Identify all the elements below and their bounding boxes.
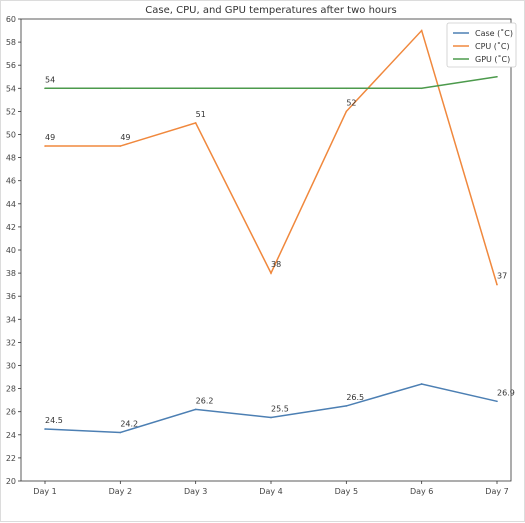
- y-tick-label: 44: [6, 200, 16, 209]
- legend: Case (˚C) CPU (˚C) GPU (˚C): [446, 22, 517, 68]
- y-tick-label: 30: [6, 362, 16, 371]
- y-tick-label: 22: [6, 454, 16, 463]
- y-tick-label: 20: [6, 477, 16, 486]
- data-point: [420, 87, 423, 90]
- y-tick-label: 52: [6, 107, 16, 116]
- legend-entry: GPU (˚C): [475, 54, 510, 64]
- data-point: [194, 408, 197, 411]
- data-point: [270, 87, 272, 90]
- data-label: 26.2: [196, 396, 214, 405]
- y-tick-label: 50: [6, 131, 16, 140]
- y-tick-label: 58: [6, 38, 16, 47]
- data-point: [119, 87, 122, 90]
- data-point: [345, 110, 348, 113]
- y-tick-label: 54: [6, 84, 16, 93]
- data-point: [119, 145, 122, 147]
- axes: 20 22 24 26 28 30 32 34 36 38 40 42 44 46 48 50 52 54 56 58…: [6, 15, 512, 496]
- data-label: 24.2: [120, 419, 138, 428]
- data-labels: 24.5 24.2 26.2 25.5 26.5 26.9 49 49 51 38 52 37 54: [45, 75, 515, 428]
- data-point: [496, 75, 498, 78]
- series-line: [45, 76, 498, 90]
- data-point: [345, 87, 348, 90]
- x-tick-label: Day 3: [184, 487, 207, 496]
- y-tick-label: 48: [6, 154, 16, 163]
- data-label: 49: [45, 133, 55, 142]
- x-tick-label: Day 6: [410, 487, 433, 496]
- data-label: 24.5: [45, 416, 63, 425]
- data-label: 26.5: [346, 393, 364, 402]
- data-label: 49: [120, 133, 130, 142]
- data-point: [194, 87, 197, 90]
- data-point: [270, 272, 272, 274]
- data-point: [119, 431, 122, 434]
- x-tick-label: Day 7: [485, 487, 508, 496]
- y-tick-label: 56: [6, 61, 16, 70]
- legend-box: [446, 22, 517, 68]
- data-point: [44, 428, 46, 430]
- data-point: [345, 405, 348, 407]
- legend-entry: CPU (˚C): [475, 41, 510, 51]
- legend-entry: Case (˚C): [475, 28, 513, 38]
- y-tick-label: 32: [6, 338, 16, 347]
- data-label: 54: [45, 75, 55, 84]
- y-tick-label: 60: [6, 15, 16, 24]
- data-point: [270, 416, 272, 419]
- data-point: [194, 122, 197, 124]
- y-tick-label: 46: [6, 177, 16, 186]
- data-label: 25.5: [271, 404, 289, 413]
- data-label: 51: [196, 110, 206, 119]
- x-tick-label: Day 5: [335, 487, 358, 496]
- data-point: [496, 283, 498, 286]
- data-point: [496, 400, 498, 403]
- y-tick-label: 36: [6, 292, 16, 301]
- x-tick-label: Day 4: [259, 487, 282, 496]
- data-point: [420, 383, 423, 385]
- y-tick-label: 28: [6, 385, 16, 394]
- y-tick-label: 40: [6, 246, 16, 255]
- x-tick-label: Day 2: [109, 487, 132, 496]
- chart-title: Case, CPU, and GPU temperatures after tw…: [145, 5, 396, 16]
- y-tick-label: 34: [6, 315, 16, 324]
- y-tick-label: 38: [6, 269, 16, 278]
- data-label: 37: [497, 272, 507, 281]
- data-point: [44, 87, 46, 90]
- y-tick-label: 24: [6, 431, 16, 440]
- x-tick-label: Day 1: [33, 487, 56, 496]
- data-point: [420, 29, 423, 32]
- data-point: [44, 145, 46, 147]
- data-label: 26.9: [497, 388, 515, 397]
- y-tick-label: 42: [6, 223, 16, 232]
- series-line: [45, 29, 498, 285]
- series-lines: [44, 29, 498, 434]
- y-tick-label: 26: [6, 408, 16, 417]
- data-label: 38: [271, 260, 281, 269]
- data-label: 52: [346, 98, 356, 107]
